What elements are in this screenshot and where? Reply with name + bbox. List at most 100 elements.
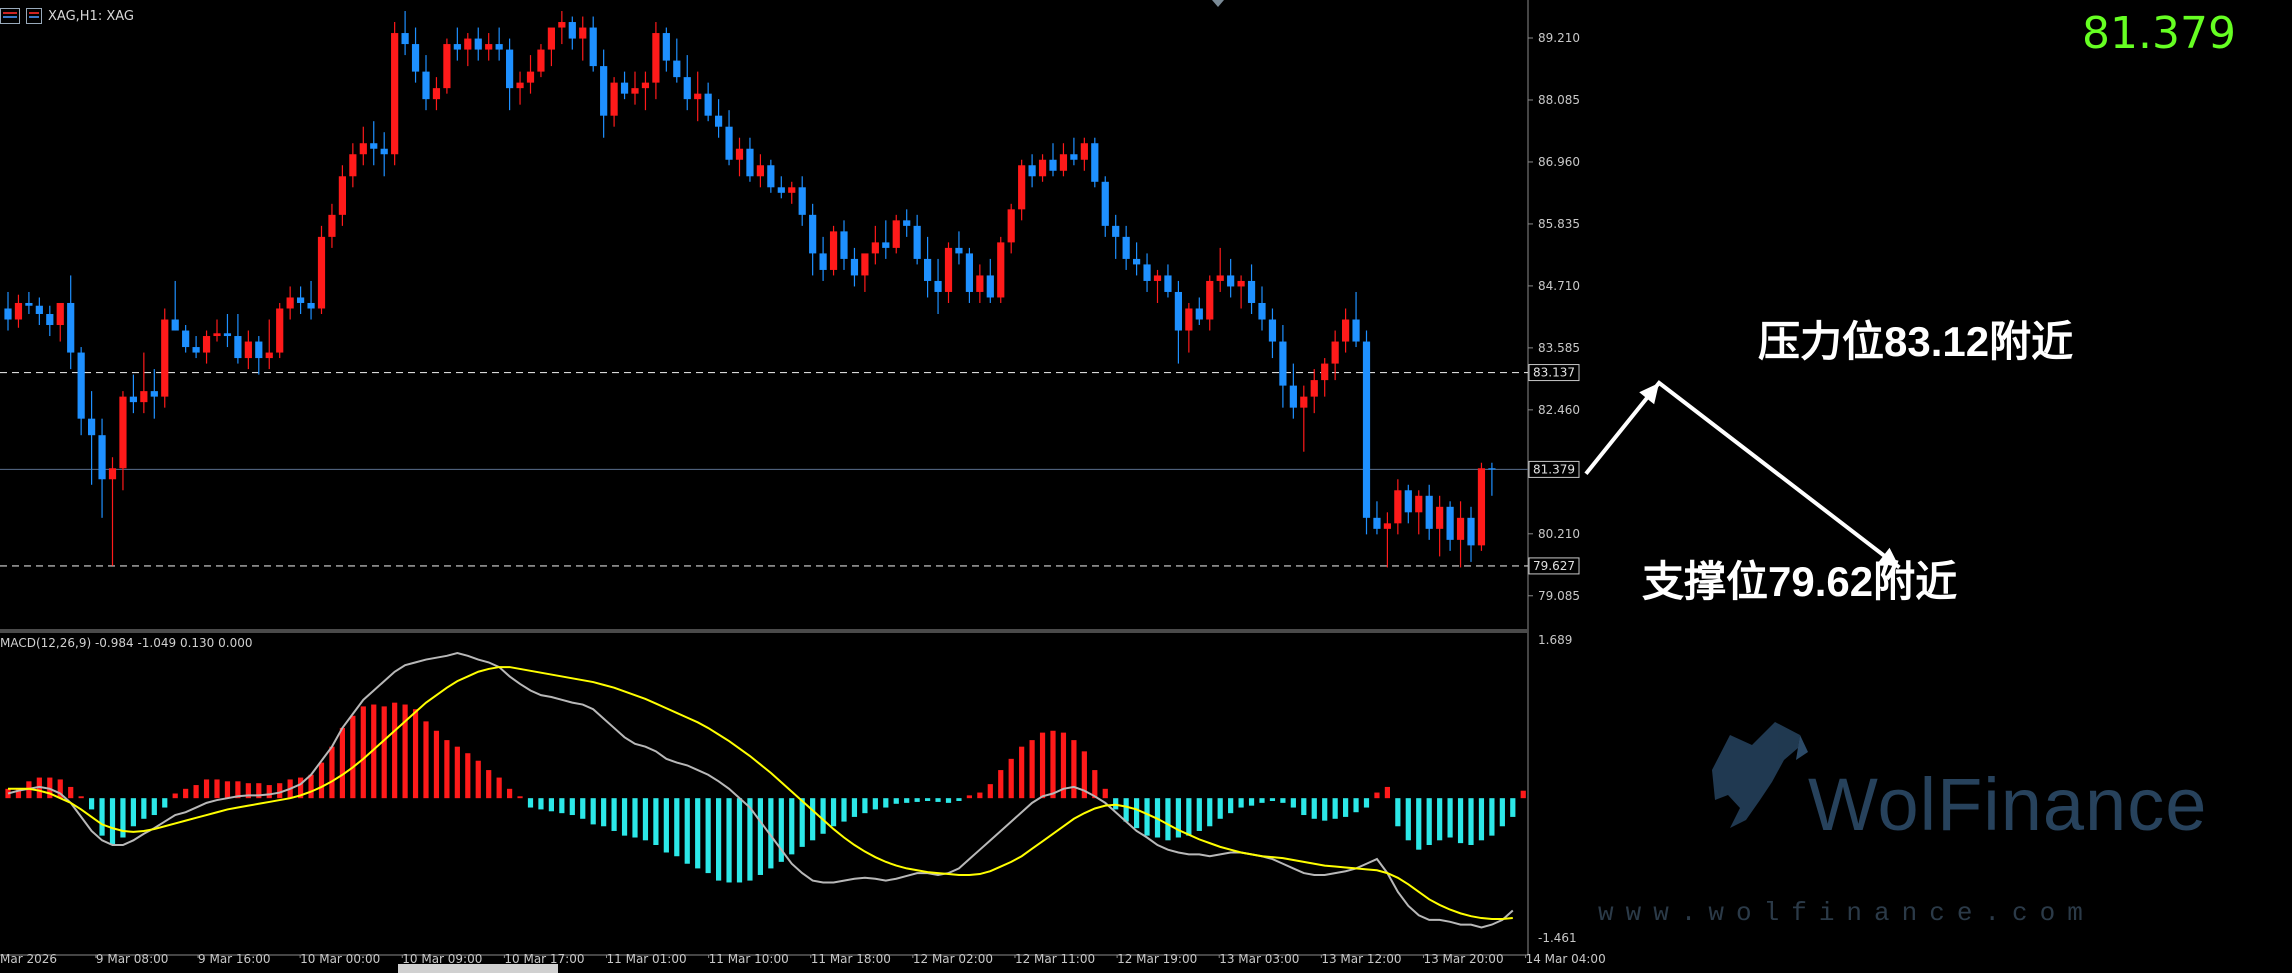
candle-body (464, 38, 472, 50)
candle (391, 22, 399, 166)
candle-body (1477, 468, 1486, 546)
macd-histogram-bar (465, 753, 471, 799)
macd-histogram-bar (1437, 798, 1443, 841)
candle-body (1174, 291, 1182, 331)
candle (25, 291, 33, 314)
macd-histogram-bar (99, 798, 105, 836)
candle (213, 319, 221, 342)
resistance-price-tag[interactable]: 83.137 (1528, 364, 1580, 382)
price-tick-label: 83.585 (1538, 341, 1580, 355)
time-axis-label: 11 Mar 01:00 (607, 952, 687, 966)
resistance-label: 压力位 (1758, 317, 1885, 366)
candle-body (1153, 275, 1162, 281)
candle (788, 181, 796, 204)
candle (77, 347, 85, 436)
candle (276, 302, 284, 359)
candle-body (1206, 280, 1214, 320)
macd-histogram-bar (475, 760, 481, 799)
candle (171, 280, 179, 331)
candle-body (882, 242, 890, 248)
candle-body (725, 126, 733, 160)
macd-histogram-bar (684, 798, 690, 864)
candle-body (328, 214, 336, 237)
time-scroll-indicator[interactable] (398, 964, 558, 973)
candle (317, 225, 326, 314)
candle (1227, 258, 1235, 298)
macd-histogram-bar (1196, 798, 1202, 831)
candle-body (202, 336, 211, 353)
macd-histogram-bar (1510, 798, 1516, 817)
chart-window-icon[interactable] (0, 8, 20, 24)
macd-histogram-bar (674, 798, 680, 857)
macd-histogram-bar (590, 798, 596, 825)
macd-indicator-label[interactable]: MACD(12,26,9) -0.984 -1.049 0.130 0.000 (0, 636, 253, 650)
candle-body (537, 49, 545, 72)
candle-body (244, 341, 252, 359)
candle (1467, 506, 1475, 562)
candle-body (829, 231, 838, 270)
candle (1404, 484, 1412, 524)
candle-body (182, 330, 190, 348)
candle-body (944, 247, 953, 292)
watermark-brand: WolFinance (1808, 763, 2208, 846)
candle (704, 82, 712, 122)
macd-histogram-bar (433, 730, 440, 799)
subwindow-separator[interactable] (0, 629, 1528, 633)
candle (1352, 291, 1360, 348)
candle (1268, 308, 1277, 359)
shift-marker-icon[interactable] (1212, 0, 1224, 7)
candle-body (704, 93, 712, 116)
candle (108, 457, 117, 566)
candle-body (965, 253, 973, 292)
macd-histogram-bar (203, 779, 210, 799)
price-tick-label: 84.710 (1538, 279, 1580, 293)
candle-body (1143, 264, 1151, 281)
candle (1206, 275, 1214, 331)
candle-body (234, 336, 242, 359)
candle-body (1049, 159, 1057, 171)
candle (1456, 501, 1465, 568)
support-price-tag[interactable]: 79.627 (1528, 557, 1580, 575)
candle-body (1227, 275, 1235, 287)
macd-lines-layer (7, 651, 1514, 929)
candle (537, 44, 545, 78)
macd-histogram-bar (1457, 798, 1464, 844)
candle-body (1080, 143, 1088, 160)
candle (620, 71, 629, 100)
candle (56, 302, 64, 342)
candle (986, 258, 994, 303)
candle-body (286, 297, 294, 309)
macd-histogram-bar (945, 798, 952, 803)
candle-body (934, 280, 942, 292)
candle-body (610, 82, 618, 116)
candle (35, 297, 43, 326)
candle-body (1467, 517, 1475, 546)
support-price-tag-text: 79.627 (1533, 559, 1575, 573)
candle-body (694, 93, 702, 100)
candle (903, 209, 911, 237)
time-axis-label: 13 Mar 20:00 (1423, 952, 1503, 966)
macd-histogram-bar (757, 798, 763, 875)
candle (809, 203, 817, 276)
resistance-value: 83.12 (1884, 318, 1990, 365)
current-price-tag[interactable]: 81.379 (1528, 460, 1580, 478)
candle-body (474, 38, 482, 50)
support-label: 支撑位 (1642, 557, 1769, 606)
chart-type-icon[interactable] (26, 8, 42, 24)
candle-body (56, 302, 64, 326)
macd-histogram-bar (245, 783, 251, 799)
candle (1153, 269, 1162, 303)
macd-histogram-bar (569, 798, 575, 816)
candle-body (1342, 319, 1350, 342)
candle-body (506, 49, 514, 89)
candle-body (171, 319, 179, 331)
macd-histogram-bar (214, 779, 220, 799)
candle-body (683, 77, 691, 100)
macd-histogram-bar (162, 798, 168, 808)
candle-body (840, 231, 848, 259)
macd-histogram-bar (1374, 792, 1380, 799)
candle (1185, 302, 1193, 353)
candle-body (297, 297, 305, 303)
